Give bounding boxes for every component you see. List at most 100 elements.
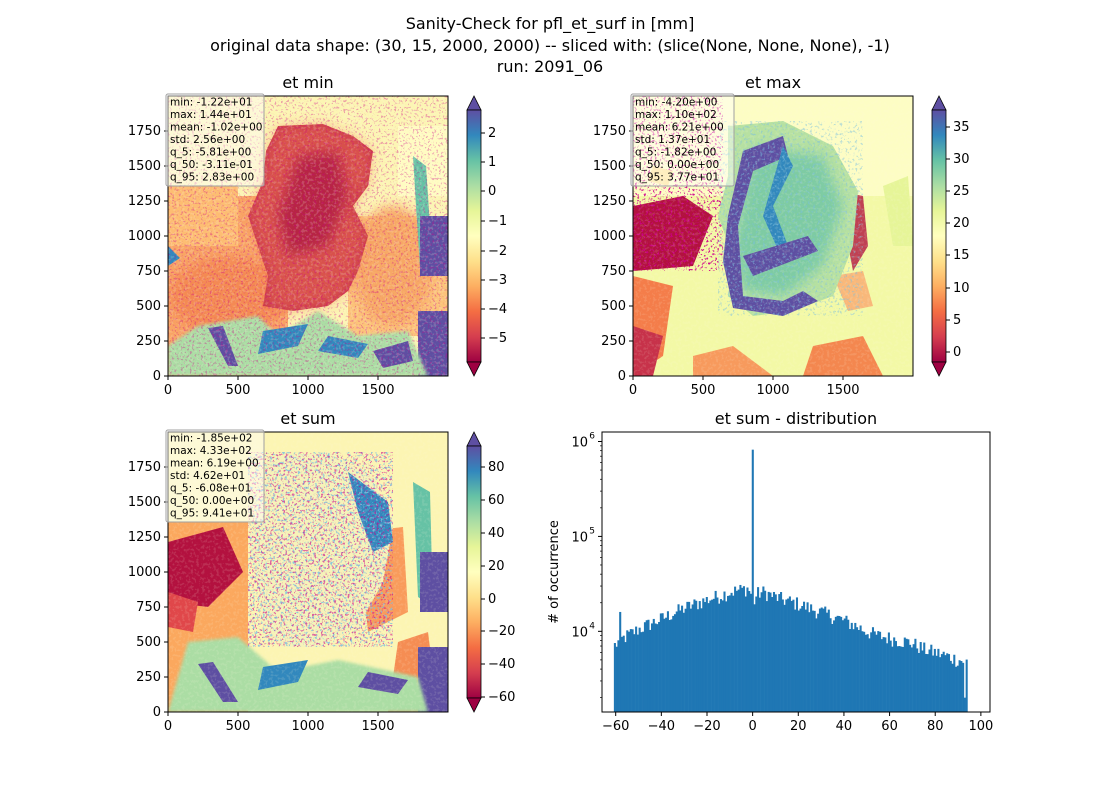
histogram-bar xyxy=(917,652,920,712)
histogram-bar xyxy=(859,625,862,712)
histogram-bar xyxy=(780,592,783,712)
colorbar-et-min: 2 1 0 −1 −2 −3 −4 −5 xyxy=(466,95,507,377)
histogram-bar xyxy=(677,604,680,712)
histogram-bar xyxy=(916,648,919,712)
histogram-bar xyxy=(696,609,700,712)
histogram-bar xyxy=(856,627,859,712)
panel-et-sum-distribution: et sum - distribution −60 −40 −20 0 20 40 60 80… xyxy=(547,409,993,734)
histogram-bar xyxy=(940,654,943,712)
histogram-bar xyxy=(783,604,786,712)
x-ticks: 0 500 1000 1500 xyxy=(164,376,395,398)
histogram-bar xyxy=(847,619,850,712)
histogram-bar xyxy=(912,644,915,712)
histogram-bar xyxy=(907,639,910,712)
x-tick-label: 1500 xyxy=(361,719,394,734)
colorbar-tick-label: −60 xyxy=(488,690,515,705)
histogram-bar xyxy=(834,616,837,712)
histogram-bar xyxy=(633,634,636,712)
stat-line: std: 4.62e+01 xyxy=(170,470,245,482)
histogram-bar xyxy=(861,631,864,712)
y-tick-label: 10 xyxy=(571,435,588,450)
colorbar-tick-label: 15 xyxy=(953,248,970,263)
histogram-bar xyxy=(843,618,846,712)
histogram-bar xyxy=(631,629,634,712)
histogram-bar xyxy=(734,586,737,712)
histogram-bar xyxy=(719,599,722,712)
colorbar-tick-label: 20 xyxy=(953,216,970,231)
histogram-bar xyxy=(896,646,899,712)
y-tick-label: 1000 xyxy=(128,229,161,244)
histogram-bar xyxy=(857,630,860,712)
stat-line: mean: 6.19e+00 xyxy=(170,458,259,470)
suptitle: Sanity-Check for pfl_et_surf in [mm] ori… xyxy=(210,14,890,77)
histogram-bar xyxy=(914,638,917,712)
histogram-bar xyxy=(935,655,938,712)
histogram-bar xyxy=(947,654,951,712)
histogram-bar xyxy=(617,640,620,712)
histogram-bar xyxy=(787,598,790,712)
stat-line: std: 1.37e+01 xyxy=(635,134,710,146)
y-tick-label: 500 xyxy=(601,299,626,314)
histogram-bar xyxy=(656,624,659,712)
histogram-bar xyxy=(686,601,689,712)
histogram-bar xyxy=(698,601,701,712)
histogram-bar xyxy=(723,591,726,712)
histogram-bar xyxy=(675,611,678,712)
histogram-bar xyxy=(619,611,622,712)
histogram-bar xyxy=(953,654,956,712)
histogram-bar xyxy=(643,622,646,712)
colorbar-tick-label: 60 xyxy=(488,493,505,508)
x-tick-label: 500 xyxy=(226,383,251,398)
histogram-bar xyxy=(817,613,820,712)
histogram-bar xyxy=(841,620,844,712)
histogram-bar xyxy=(827,609,830,712)
histogram-bar xyxy=(850,622,853,712)
colorbar-tick-label: 0 xyxy=(953,345,961,360)
histogram-bar xyxy=(663,618,666,712)
histogram-bar xyxy=(866,634,869,712)
histogram-bar xyxy=(659,613,662,712)
histogram-bar xyxy=(712,598,715,712)
y-tick-exponent: 4 xyxy=(589,621,595,631)
histogram-bar xyxy=(880,639,883,712)
stat-line: std: 2.56e+00 xyxy=(170,134,245,146)
colorbar-tick-label: 2 xyxy=(488,126,496,141)
y-tick-label: 1750 xyxy=(128,124,161,139)
y-tick-exponent: 6 xyxy=(589,431,595,441)
histogram-bar xyxy=(718,603,721,712)
histogram-bar xyxy=(840,616,843,712)
histogram-bar xyxy=(944,655,947,712)
stat-line: max: 1.10e+02 xyxy=(635,109,717,121)
histogram-bar xyxy=(650,623,654,712)
x-tick-label: 500 xyxy=(691,383,716,398)
colorbar-tick-label: 1 xyxy=(488,155,496,170)
histogram-bar xyxy=(721,600,724,712)
stat-line: q_95: 2.83e+00 xyxy=(170,172,254,184)
y-tick-label: 1750 xyxy=(593,124,626,139)
stats-box-et-max: min: -4.20e+00 max: 1.10e+02 mean: 6.21e… xyxy=(630,93,735,187)
histogram-bar xyxy=(672,615,675,712)
colorbar-tick-label: 40 xyxy=(488,526,505,541)
y-tick-label: 10 xyxy=(571,530,588,545)
histogram-bar xyxy=(762,586,765,712)
histogram-bar xyxy=(852,629,855,712)
histogram-bar xyxy=(666,611,669,712)
histogram-bar xyxy=(951,663,954,712)
histogram-bar xyxy=(679,610,682,712)
colorbar-tick-label: 30 xyxy=(953,152,970,167)
histogram-bar xyxy=(924,653,928,712)
stat-line: mean: 6.21e+00 xyxy=(635,122,724,134)
histogram-bar xyxy=(749,593,753,712)
histogram-bar xyxy=(801,606,804,712)
y-tick-label: 250 xyxy=(136,670,161,685)
histogram-bar xyxy=(737,589,740,712)
histogram-bar xyxy=(955,666,958,712)
y-tick-label: 1000 xyxy=(128,565,161,580)
colorbar-et-max: 35 30 25 20 15 10 5 0 xyxy=(931,95,970,377)
histogram-bar xyxy=(891,646,894,712)
x-tick-label: 1500 xyxy=(826,383,859,398)
histogram-bar xyxy=(824,606,827,712)
histogram-bar xyxy=(748,591,751,712)
histogram-bar xyxy=(910,647,913,712)
stat-line: q_50: 0.00e+00 xyxy=(635,159,719,171)
